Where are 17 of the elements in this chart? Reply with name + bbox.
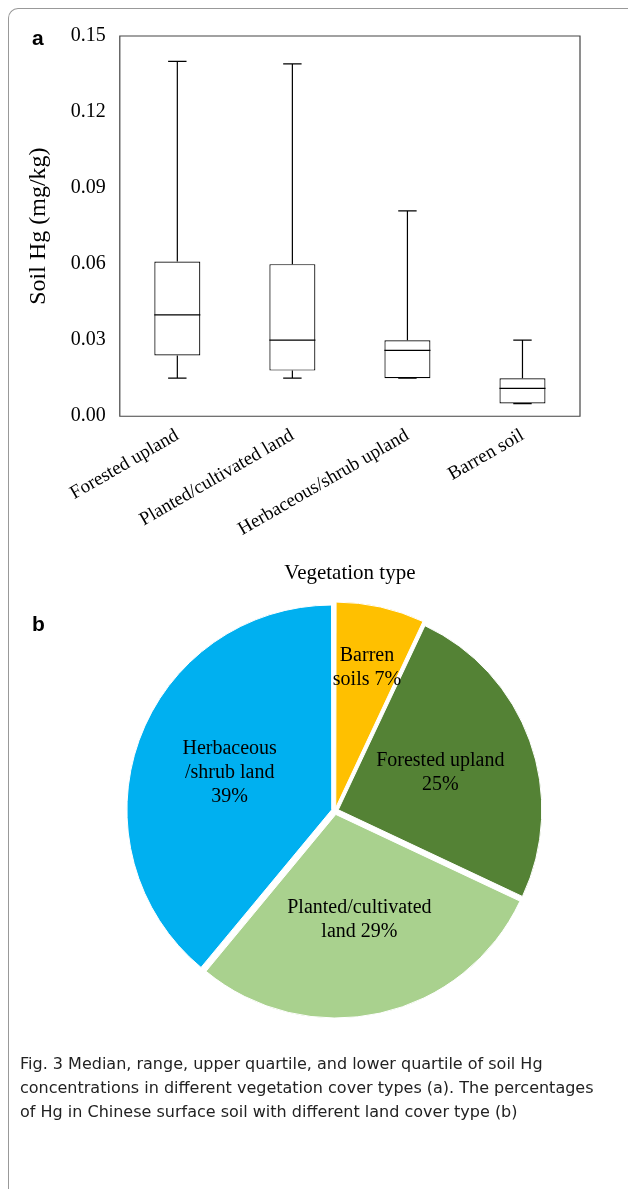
y-tick-label: 0.06 xyxy=(70,251,106,274)
y-tick-label: 0.00 xyxy=(70,403,106,426)
x-axis-title: Vegetation type xyxy=(284,559,416,584)
chart-title: a xyxy=(32,26,44,50)
caption: Fig. 3 Median, range, upper quartile, and lower quartile of soil Hg concentrations in different vegetation cover types (a). The percentages of Hg in Chinese surface soil with different land cover type (b) xyxy=(20,1053,595,1123)
data-label: 25% xyxy=(421,772,459,795)
y-tick-label: 0.03 xyxy=(70,327,106,350)
x-tick-label: Barren soil xyxy=(443,423,527,484)
text: b xyxy=(32,612,45,636)
y-axis-title: Soil Hg (mg/kg) xyxy=(23,147,50,305)
data-label: 39% xyxy=(211,784,249,807)
y-tick-label: 0.12 xyxy=(70,99,106,122)
slice-label: Planted/cultivated land 29% xyxy=(287,895,432,942)
slice-label: Herbaceous /shrub land xyxy=(182,736,278,783)
y-tick-label: 0.15 xyxy=(70,23,106,46)
y-tick-label: 0.09 xyxy=(70,175,106,198)
slice-label: Forested upland xyxy=(376,748,505,772)
